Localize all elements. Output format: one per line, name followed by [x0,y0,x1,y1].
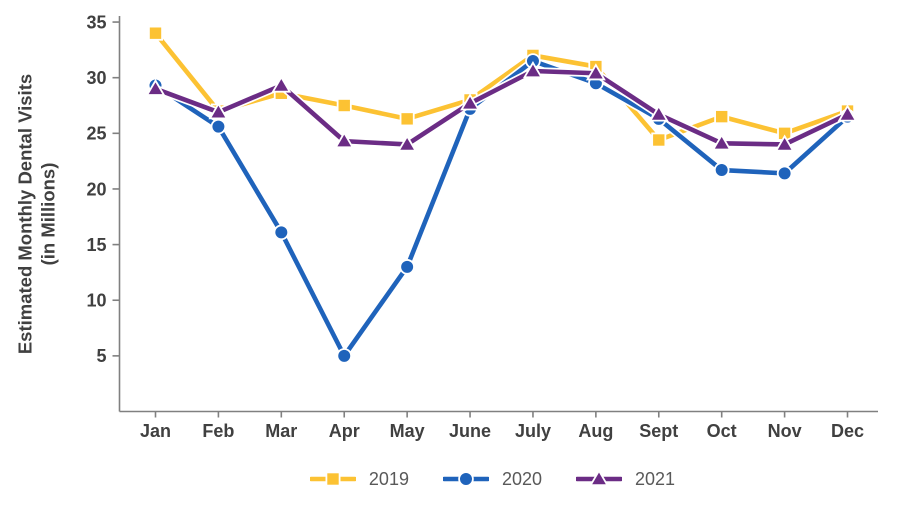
series-2021-marker-apr [334,131,355,149]
legend-circle-icon [458,471,474,487]
line-chart-plot: 5 10 15 20 25 30 35 Jan Feb Mar Apr May June July Aug S… [86,12,878,441]
y-tick-label: 20 [86,179,106,199]
y-tick-label: 35 [86,12,106,32]
series-2021-marker-july [522,61,543,79]
series-2019-marker-sept [651,132,667,148]
x-tick-label: Apr [329,421,360,441]
legend-item-2020: 2020 [442,468,543,490]
series-2020-marker-may [399,259,415,275]
series-2020-line-casing [151,56,852,360]
series-2021-marker-may [397,134,418,152]
legend-swatch-2021 [576,470,623,487]
y-tick-label: 25 [86,124,106,144]
series-2020-marker-mar [273,224,290,241]
series-2019-marker-jan [147,25,163,41]
x-tick-label: Sept [639,421,678,441]
series-2019-marker-oct [714,109,730,125]
series-2020-marker-nov [776,165,793,182]
x-tick-label: Aug [578,421,613,441]
legend-label: 2021 [635,468,676,489]
y-tick-label: 30 [86,68,106,88]
x-tick-label: Mar [265,421,297,441]
series-2019-marker-may [399,111,415,127]
legend-label: 2020 [501,468,543,489]
chart-legend: 2019 2020 2021 [0,463,900,495]
legend-triangle-icon [589,470,609,487]
series-2021-marker-dec [837,104,858,122]
series-2019-line [153,30,850,143]
legend-label: 2019 [368,468,409,489]
series-2021-line [153,68,850,147]
legend-item-2019: 2019 [309,468,409,490]
x-tick-label: Dec [831,421,864,441]
legend-item-2021: 2021 [576,469,675,490]
series-2021-marker-aug [585,63,606,81]
series-2021-marker-oct [711,133,732,151]
series-2021-marker-june [460,93,481,111]
x-tick-label: Jan [140,421,171,441]
legend-square-icon [325,471,341,487]
legend-swatch-2020 [442,471,489,487]
series-2020-marker-apr [336,348,353,364]
series-2021 [145,61,858,152]
series-2020-marker-feb [210,118,227,135]
x-tick-label: June [449,421,491,441]
series-2020-line [153,58,850,359]
x-tick-label: Nov [768,421,802,441]
series-2021-marker-mar [271,75,292,93]
x-tick-label: July [515,421,551,441]
series-2021-marker-nov [774,134,795,152]
y-tick-label: 10 [86,291,106,311]
y-tick-label: 5 [96,346,106,366]
x-tick-label: Oct [707,421,737,441]
series-2019 [147,25,856,148]
series-2021-marker-feb [208,102,229,120]
x-tick-label: May [390,421,425,441]
legend-swatch-2019 [309,471,356,487]
series-2021-marker-sept [648,104,669,122]
x-tick-label: Feb [202,421,234,441]
series-2021-marker-jan [145,78,166,96]
series-2019-marker-apr [336,98,352,114]
series-2020-marker-oct [713,162,730,178]
y-tick-label: 15 [86,235,106,255]
